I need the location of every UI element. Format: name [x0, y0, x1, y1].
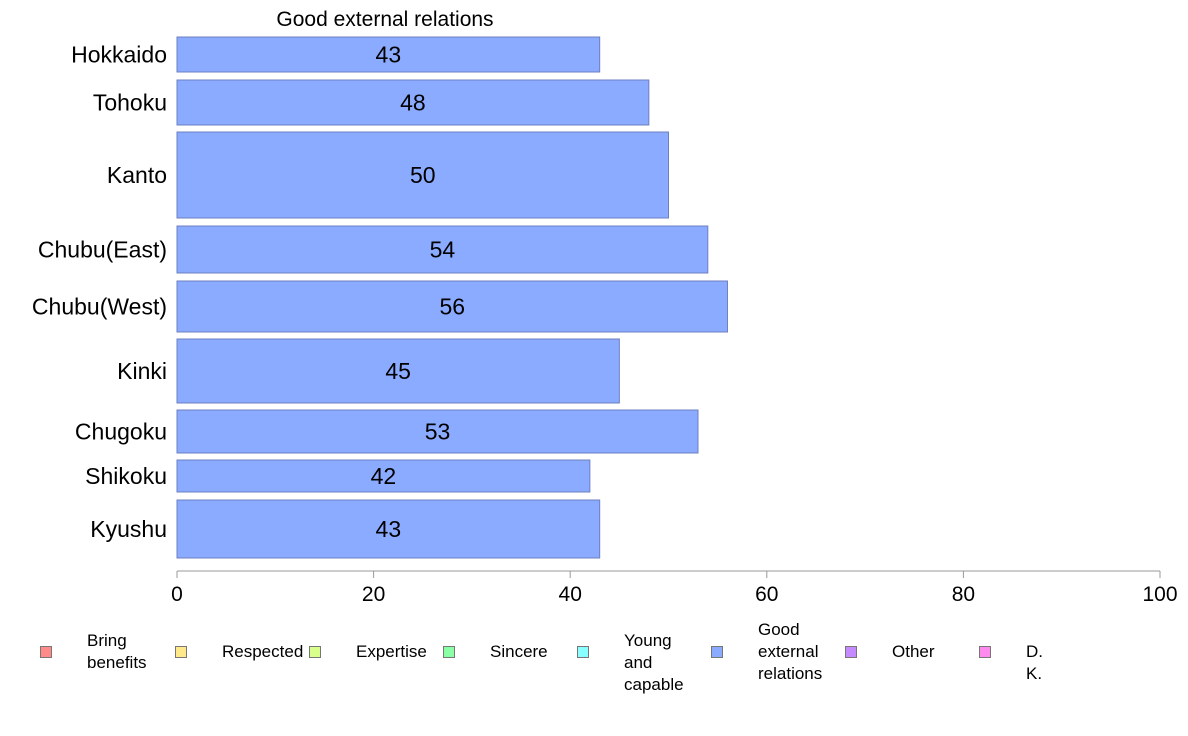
category-label: Chugoku [75, 419, 167, 445]
x-tick-label: 60 [755, 583, 778, 606]
x-tick-label: 100 [1142, 583, 1177, 606]
bar-value-label: 54 [430, 237, 456, 263]
bar-value-label: 43 [376, 42, 402, 68]
category-label: Kanto [107, 162, 167, 188]
x-tick-label: 80 [952, 583, 975, 606]
bar-chubu-east- [176, 225, 709, 274]
x-tick-label: 20 [362, 583, 385, 606]
category-label: Hokkaido [71, 42, 167, 68]
category-label: Chubu(West) [32, 294, 167, 320]
bar-chubu-west- [176, 280, 728, 333]
bar-value-label: 50 [410, 162, 436, 188]
x-axis: 0 20 40 60 80 100 [171, 570, 1178, 606]
bar-value-label: 42 [371, 463, 397, 489]
bar-value-label: 43 [376, 516, 402, 542]
bar-value-label: 48 [400, 90, 426, 116]
category-label: Tohoku [93, 90, 167, 116]
bar-value-label: 53 [425, 419, 451, 445]
bar-kinki [176, 338, 620, 404]
bar-value-label: 56 [439, 294, 465, 320]
x-tick-label: 0 [171, 583, 183, 606]
category-label: Shikoku [85, 463, 167, 489]
category-label: Chubu(East) [38, 237, 167, 263]
bars-group: 43 48 50 54 56 45 53 42 43 [176, 36, 728, 559]
bar-kanto [176, 131, 669, 219]
bar-kyushu [176, 499, 601, 559]
category-label: Kinki [117, 358, 167, 384]
chart-title: Good external relations [276, 8, 493, 31]
bar-chugoku [176, 409, 699, 454]
y-axis-labels: Hokkaido Tohoku Kanto Chubu(East) Chubu(West… [32, 42, 167, 543]
x-tick-label: 40 [559, 583, 582, 606]
category-label: Kyushu [90, 516, 167, 542]
bar-value-label: 45 [385, 358, 411, 384]
bar-shikoku [176, 459, 591, 493]
bar-hokkaido [176, 36, 601, 73]
bar-tohoku [176, 79, 650, 126]
